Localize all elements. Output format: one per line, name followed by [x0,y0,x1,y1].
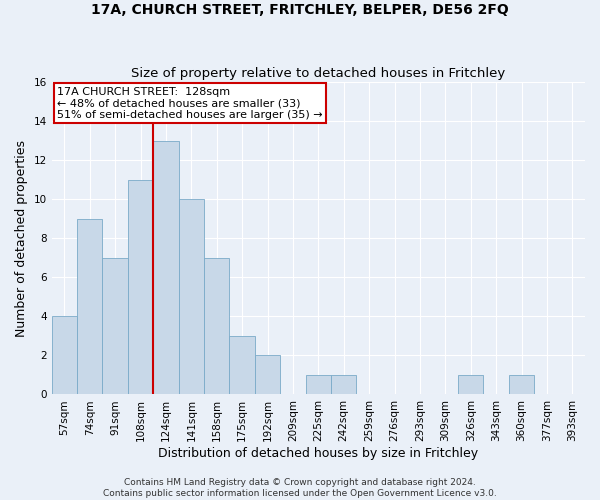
Bar [305,375,331,394]
Bar [128,180,153,394]
Y-axis label: Number of detached properties: Number of detached properties [15,140,28,337]
X-axis label: Distribution of detached houses by size in Fritchley: Distribution of detached houses by size … [158,447,478,460]
Bar [204,258,229,394]
Bar [77,218,103,394]
Bar [103,258,128,394]
Bar [179,199,204,394]
Bar [255,356,280,395]
Bar [229,336,255,394]
Title: Size of property relative to detached houses in Fritchley: Size of property relative to detached ho… [131,66,505,80]
Bar [509,375,534,394]
Bar [458,375,484,394]
Bar [153,140,179,394]
Text: 17A CHURCH STREET:  128sqm
← 48% of detached houses are smaller (33)
51% of semi: 17A CHURCH STREET: 128sqm ← 48% of detac… [57,86,323,120]
Bar [52,316,77,394]
Bar [331,375,356,394]
Text: Contains HM Land Registry data © Crown copyright and database right 2024.
Contai: Contains HM Land Registry data © Crown c… [103,478,497,498]
Text: 17A, CHURCH STREET, FRITCHLEY, BELPER, DE56 2FQ: 17A, CHURCH STREET, FRITCHLEY, BELPER, D… [91,2,509,16]
